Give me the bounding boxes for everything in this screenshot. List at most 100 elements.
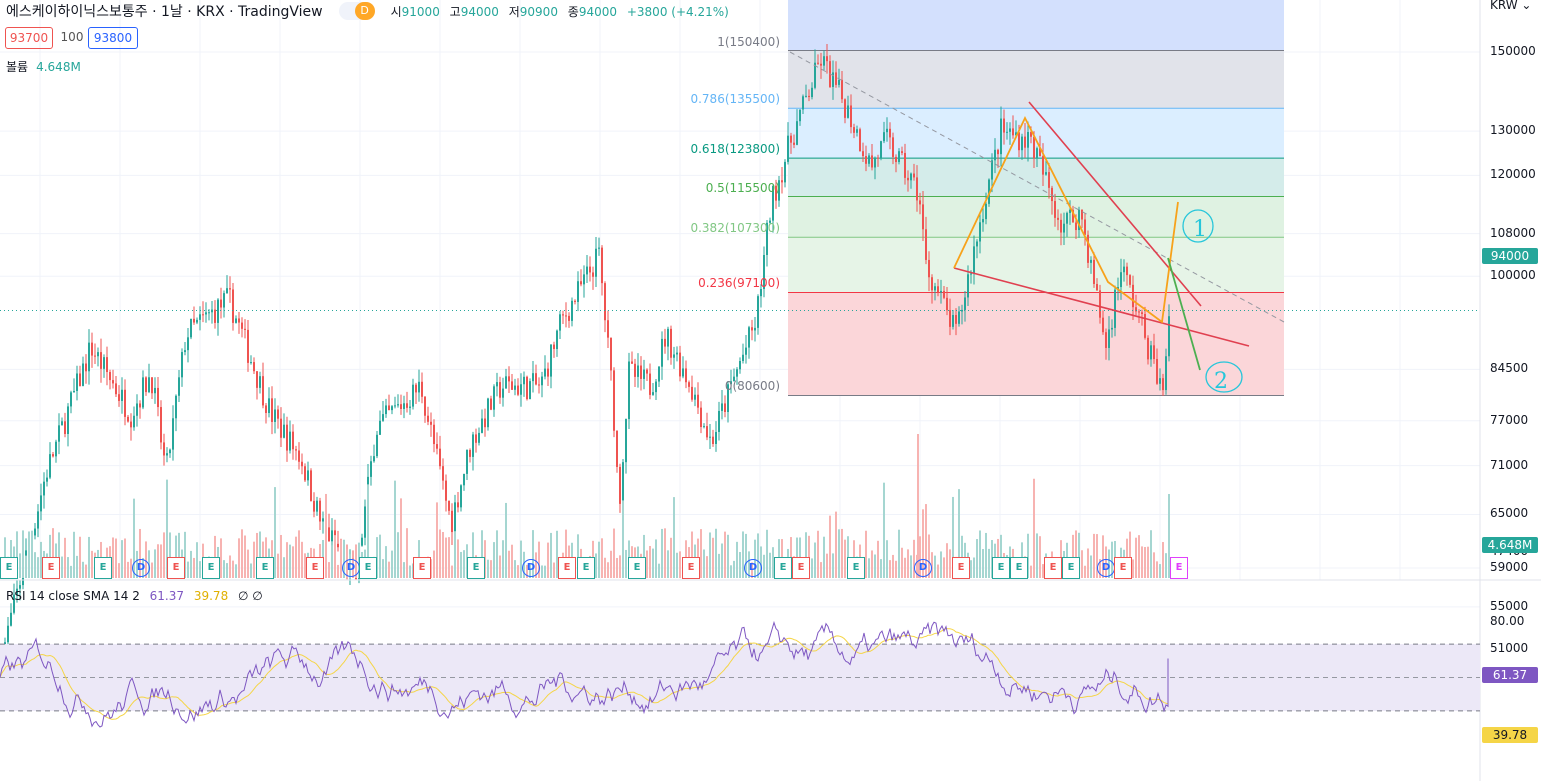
volume-bar <box>658 563 660 578</box>
candle-body <box>1090 259 1092 263</box>
earnings-marker[interactable]: E <box>1010 557 1028 579</box>
earnings-marker[interactable]: E <box>306 557 324 579</box>
candle-body <box>766 222 768 255</box>
earnings-marker[interactable]: E <box>1114 557 1132 579</box>
earnings-marker[interactable]: E <box>774 557 792 579</box>
candle-body <box>1018 132 1020 151</box>
dividend-marker[interactable]: D <box>342 559 360 577</box>
volume-bar <box>727 534 729 578</box>
candle-body <box>58 425 60 442</box>
volume-bar <box>724 531 726 578</box>
volume-bar <box>838 529 840 578</box>
earnings-marker[interactable]: E <box>792 557 810 579</box>
candle-body <box>307 470 309 481</box>
buy-price-button[interactable]: 93800 <box>88 27 138 49</box>
candle-body <box>256 371 258 388</box>
earnings-marker[interactable]: E <box>682 557 700 579</box>
candle-body <box>613 370 615 431</box>
volume-bar <box>928 534 930 578</box>
candle-body <box>508 376 510 382</box>
candle-body <box>193 318 195 323</box>
earnings-marker[interactable]: E <box>167 557 185 579</box>
volume-bar <box>655 539 657 578</box>
candle-body <box>538 384 540 386</box>
rsi-value-tag: 61.37 <box>1482 667 1538 683</box>
symbol-title[interactable]: 에스케이하이닉스보통주 · 1날 · KRX · TradingView <box>6 4 323 20</box>
candle-body <box>1000 118 1002 155</box>
volume-bar <box>484 540 486 578</box>
candle-body <box>835 72 837 85</box>
candle-body <box>1123 266 1125 273</box>
candle-body <box>961 309 963 312</box>
volume-bar <box>463 550 465 578</box>
earnings-marker[interactable]: E <box>256 557 274 579</box>
volume-bar <box>652 548 654 578</box>
candle-body <box>388 405 390 411</box>
candle-body <box>1153 345 1155 360</box>
candle-body <box>133 415 135 428</box>
candle-body <box>1141 312 1143 314</box>
dividend-marker[interactable]: D <box>522 559 540 577</box>
candle-body <box>901 151 903 153</box>
candle-body <box>1030 131 1032 137</box>
candle-body <box>1135 307 1137 312</box>
sell-price-button[interactable]: 93700 <box>5 27 53 49</box>
rsi-legend[interactable]: RSI 14 close SMA 14 2 61.37 39.78 ∅ ∅ <box>6 589 263 603</box>
upcoming-earnings-marker[interactable]: E <box>1170 557 1188 579</box>
earnings-marker[interactable]: E <box>558 557 576 579</box>
dividend-marker[interactable]: D <box>1097 559 1115 577</box>
volume-bar <box>829 515 831 578</box>
candle-body <box>925 229 927 260</box>
candle-body <box>337 543 339 548</box>
candle-body <box>817 62 819 64</box>
volume-bar <box>1042 564 1044 578</box>
candle-body <box>1024 136 1026 148</box>
candle-body <box>601 247 603 284</box>
candle-body <box>631 361 633 364</box>
candle-body <box>1156 359 1158 384</box>
candle-body <box>160 407 162 443</box>
earnings-marker[interactable]: E <box>202 557 220 579</box>
candle-body <box>556 330 558 350</box>
volume-legend[interactable]: 볼륨 4.648M <box>6 60 81 74</box>
candle-body <box>733 376 735 382</box>
earnings-marker[interactable]: E <box>0 557 18 579</box>
rsi-value: 61.37 <box>149 589 185 603</box>
earnings-marker[interactable]: E <box>94 557 112 579</box>
volume-bar <box>832 553 834 578</box>
earnings-marker[interactable]: E <box>413 557 431 579</box>
dividend-marker[interactable]: D <box>744 559 762 577</box>
candle-body <box>580 281 582 285</box>
volume-bar <box>988 548 990 578</box>
candle-body <box>1033 136 1035 159</box>
candle-body <box>667 328 669 347</box>
earnings-marker[interactable]: E <box>847 557 865 579</box>
earnings-marker[interactable]: E <box>359 557 377 579</box>
earnings-marker[interactable]: E <box>1044 557 1062 579</box>
price-axis-label: 108000 <box>1490 225 1536 240</box>
earnings-marker[interactable]: E <box>952 557 970 579</box>
volume-bar <box>1027 533 1029 578</box>
data-status-badge[interactable]: D <box>338 2 375 20</box>
candle-body <box>592 272 594 277</box>
dividend-marker[interactable]: D <box>132 559 150 577</box>
dividend-marker[interactable]: D <box>914 559 932 577</box>
volume-bar <box>133 498 135 578</box>
earnings-marker[interactable]: E <box>577 557 595 579</box>
currency-selector[interactable]: KRW ⌄ <box>1490 0 1532 12</box>
volume-bar <box>736 541 738 578</box>
volume-bar <box>76 555 78 578</box>
earnings-marker[interactable]: E <box>628 557 646 579</box>
earnings-marker[interactable]: E <box>467 557 485 579</box>
candle-body <box>748 327 750 348</box>
earnings-marker[interactable]: E <box>1062 557 1080 579</box>
earnings-marker[interactable]: E <box>42 557 60 579</box>
candle-body <box>892 137 894 157</box>
earnings-marker[interactable]: E <box>992 557 1010 579</box>
volume-bar <box>1000 534 1002 578</box>
candle-body <box>958 311 960 324</box>
candle-body <box>88 342 90 372</box>
volume-bar <box>496 530 498 578</box>
candle-body <box>661 338 663 367</box>
candle-body <box>298 450 300 462</box>
